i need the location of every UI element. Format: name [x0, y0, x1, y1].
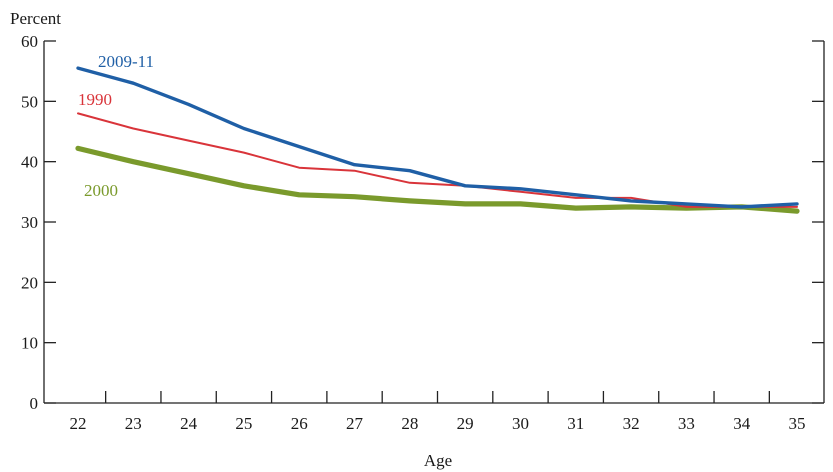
x-tick-label: 22 [70, 414, 87, 433]
ticks: 0 10 20 30 40 50 60 22 23 24 25 26 27 28 29 30 31 32 33 34 3… [21, 32, 824, 433]
x-tick-label: 31 [567, 414, 584, 433]
x-tick-label: 30 [512, 414, 529, 433]
y-tick-label: 10 [21, 334, 38, 353]
x-axis-title: Age [424, 451, 452, 470]
x-tick-label: 35 [789, 414, 806, 433]
y-axis-title: Percent [10, 9, 61, 28]
series-label-1990: 1990 [78, 90, 112, 109]
y-tick-label: 0 [30, 394, 39, 413]
series-labels: 2009-11 1990 2000 [78, 52, 154, 200]
y-tick-label: 20 [21, 273, 38, 292]
x-tick-label: 24 [180, 414, 198, 433]
y-tick-label: 40 [21, 153, 38, 172]
y-tick-label: 60 [21, 32, 38, 51]
x-tick-label: 29 [457, 414, 474, 433]
x-tick-label: 33 [678, 414, 695, 433]
y-tick-label: 30 [21, 213, 38, 232]
series-label-2000: 2000 [84, 181, 118, 200]
x-tick-label: 28 [401, 414, 418, 433]
x-tick-label: 32 [623, 414, 640, 433]
x-tick-label: 26 [291, 414, 308, 433]
series-line-1990 [77, 112, 798, 208]
x-tick-label: 23 [125, 414, 142, 433]
x-tick-label: 25 [235, 414, 252, 433]
x-tick-label: 34 [733, 414, 751, 433]
y-tick-label: 50 [21, 92, 38, 111]
series-line-2000 [75, 145, 800, 214]
x-tick-label: 27 [346, 414, 364, 433]
series-line-2009-11 [76, 66, 799, 209]
series-label-2009-11: 2009-11 [98, 52, 154, 71]
series-lines [75, 66, 800, 214]
